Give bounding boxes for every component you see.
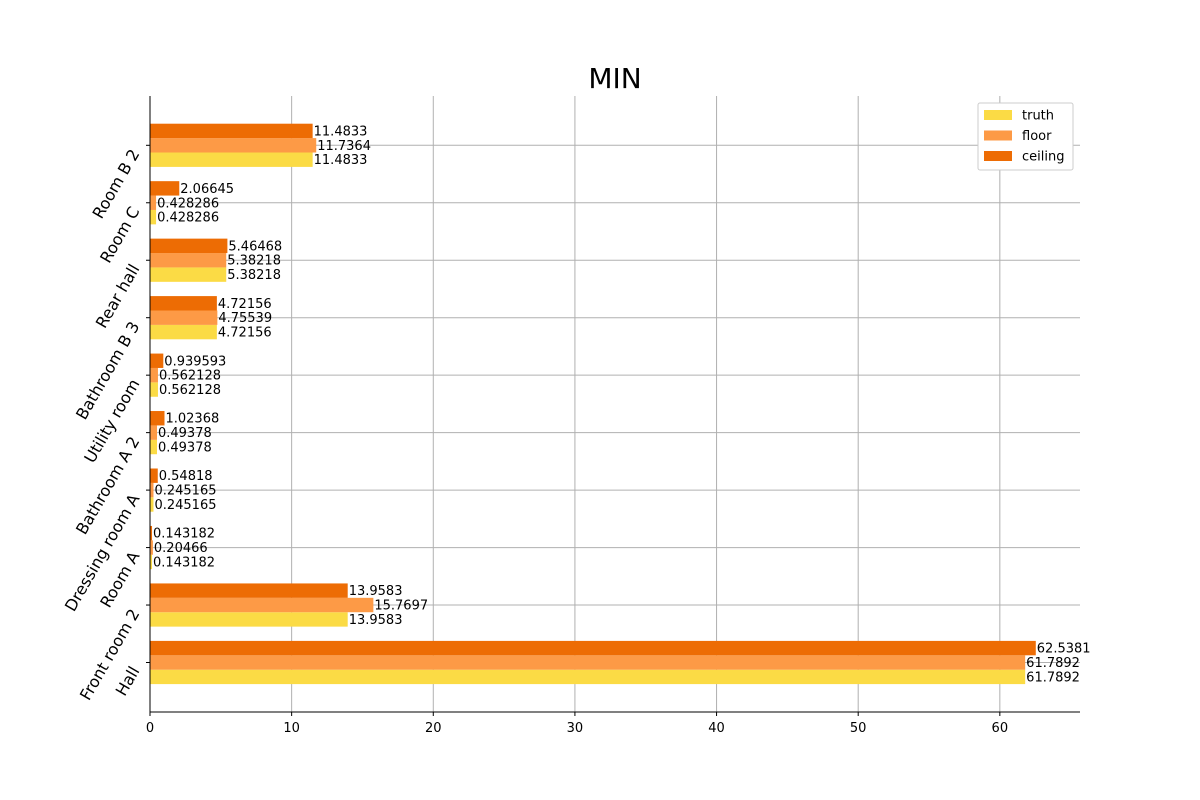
x-tick-label: 60 [992,721,1009,736]
chart-title: MIN [588,62,641,95]
value-label-truth: 11.4833 [314,153,368,168]
bar-ceiling [150,123,313,139]
bar-ceiling [150,353,164,368]
bar-truth [150,152,313,167]
legend: truth floor ceiling [977,102,1074,171]
value-label-ceiling: 5.46468 [228,239,282,254]
bar-truth [150,267,227,282]
value-label-ceiling: 1.02368 [165,412,219,427]
value-label-ceiling: 13.9583 [349,584,403,599]
bar-ceiling [150,296,217,311]
bar-truth [150,324,217,340]
bar-ceiling [150,411,165,426]
bar-floor [150,310,218,325]
bar-truth [150,669,1026,685]
bar-ceiling [150,468,158,483]
bar-truth [150,554,153,570]
value-label-truth: 5.38218 [227,268,281,283]
bar-floor [150,195,157,210]
x-ticks: 0 10 20 30 40 50 60 [146,712,1008,736]
value-label-floor: 0.245165 [154,484,216,499]
bar-truth [150,439,157,455]
value-label-truth: 0.245165 [154,498,216,513]
value-label-truth: 0.428286 [157,211,219,226]
x-tick-label: 20 [425,721,442,736]
value-label-floor: 5.38218 [227,254,281,269]
bar-floor [150,482,154,498]
value-label-ceiling: 11.4833 [314,124,368,139]
value-label-floor: 4.75539 [218,311,272,326]
legend-label-truth: truth [1022,109,1054,124]
value-label-ceiling: 4.72156 [218,297,272,312]
grid [150,96,1080,712]
x-tick-label: 10 [283,721,300,736]
bar-ceiling [150,238,228,254]
bar-truth [150,612,348,627]
bar-ceiling [150,640,1036,656]
bar-truth [150,209,157,225]
y-tick-label: Rear hall [92,261,144,332]
bar-ceiling [150,181,180,196]
bars [150,123,1036,685]
value-label-ceiling: 0.54818 [159,469,213,484]
value-label-truth: 4.72156 [218,326,272,341]
legend-label-floor: floor [1022,129,1052,144]
legend-label-ceiling: ceiling [1022,150,1064,165]
bar-floor [150,253,227,268]
bar-floor [150,138,317,153]
bar-floor [150,425,157,440]
value-label-ceiling: 0.939593 [164,354,226,369]
value-label-floor: 15.7697 [374,599,428,614]
value-label-floor: 0.428286 [157,196,219,211]
value-label-floor: 11.7364 [317,139,371,154]
y-tick-label: Hall [112,663,144,699]
value-label-truth: 0.562128 [159,383,221,398]
value-labels: 61.7892 13.9583 0.143182 0.245165 0.49378 0.5… [153,124,1091,685]
value-label-ceiling: 0.143182 [153,527,215,542]
value-label-truth: 13.9583 [349,613,403,628]
value-label-floor: 61.7892 [1026,656,1080,671]
bar-floor [150,655,1026,670]
legend-swatch-ceiling [984,151,1012,161]
bar-ceiling [150,583,348,598]
legend-swatch-floor [984,130,1012,141]
x-tick-label: 30 [567,721,584,736]
x-tick-label: 50 [850,721,867,736]
bar-truth [150,382,158,397]
value-label-truth: 61.7892 [1026,670,1080,685]
value-label-floor: 0.49378 [158,426,212,441]
value-label-ceiling: 2.06645 [180,182,234,197]
bar-ceiling [150,525,153,541]
value-label-truth: 0.49378 [158,441,212,456]
legend-swatch-truth [984,110,1012,120]
axes [149,96,1080,713]
bar-floor [150,367,158,383]
x-tick-label: 40 [708,721,725,736]
value-label-ceiling: 62.5381 [1037,642,1091,657]
x-tick-label: 0 [146,721,154,736]
value-label-floor: 0.562128 [159,369,221,384]
value-label-truth: 0.143182 [153,555,215,570]
bar-floor [150,597,374,613]
bar-floor [150,540,153,555]
value-label-floor: 0.20466 [154,541,208,556]
bar-truth [150,497,154,512]
